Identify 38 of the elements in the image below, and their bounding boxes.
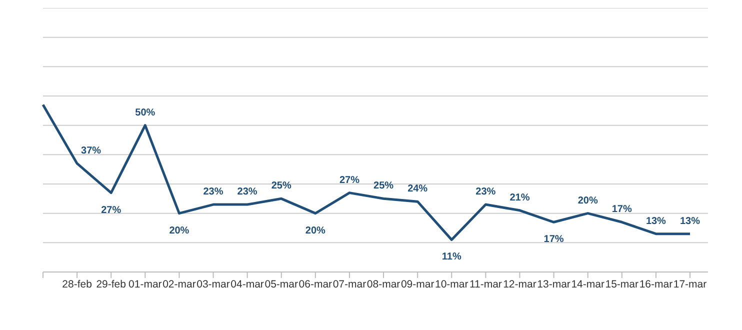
data-label: 17%: [612, 204, 632, 216]
x-tick-label: 17-mar: [673, 278, 708, 290]
data-label: 24%: [408, 184, 428, 195]
data-label: 17%: [544, 234, 564, 246]
x-tick-label: 01-mar: [128, 278, 162, 290]
x-tick-label: 08-mar: [366, 278, 401, 290]
x-tick-label: 12-mar: [503, 278, 537, 290]
x-tick-label: 09-mar: [400, 278, 435, 290]
data-label: 25%: [271, 180, 292, 192]
x-tick-label: 06-mar: [298, 278, 333, 290]
x-tick-label: 07-mar: [332, 278, 367, 290]
data-label: 13%: [646, 216, 666, 227]
data-label: 20%: [578, 195, 598, 206]
data-label: 37%: [81, 145, 102, 156]
data-label: 27%: [339, 174, 360, 186]
data-label: 21%: [510, 192, 530, 204]
data-label: 20%: [169, 225, 190, 236]
x-tick-label: 03-mar: [196, 278, 230, 290]
x-tick-label: 13-mar: [537, 278, 571, 290]
data-label: 25%: [374, 180, 394, 192]
data-label: 27%: [101, 204, 122, 216]
data-label: 23%: [476, 186, 496, 198]
x-tick-label: 11-mar: [469, 278, 502, 290]
x-tick-label: 14-mar: [571, 278, 605, 290]
x-tick-label: 28-feb: [62, 278, 92, 290]
data-label: 13%: [680, 216, 700, 227]
data-label: 50%: [135, 107, 156, 118]
x-tick-label: 05-mar: [264, 278, 298, 290]
x-tick-label: 02-mar: [162, 278, 196, 290]
x-tick-label: 10-mar: [435, 278, 469, 290]
x-tick-label: 16-mar: [639, 278, 674, 290]
x-tick-label: 29-feb: [96, 278, 126, 290]
data-label: 23%: [237, 186, 258, 198]
data-label: 20%: [305, 225, 326, 236]
x-tick-label: 04-mar: [230, 278, 264, 290]
data-label: 11%: [442, 252, 462, 263]
data-label: 23%: [203, 186, 224, 198]
x-tick-label: 15-mar: [605, 278, 640, 290]
